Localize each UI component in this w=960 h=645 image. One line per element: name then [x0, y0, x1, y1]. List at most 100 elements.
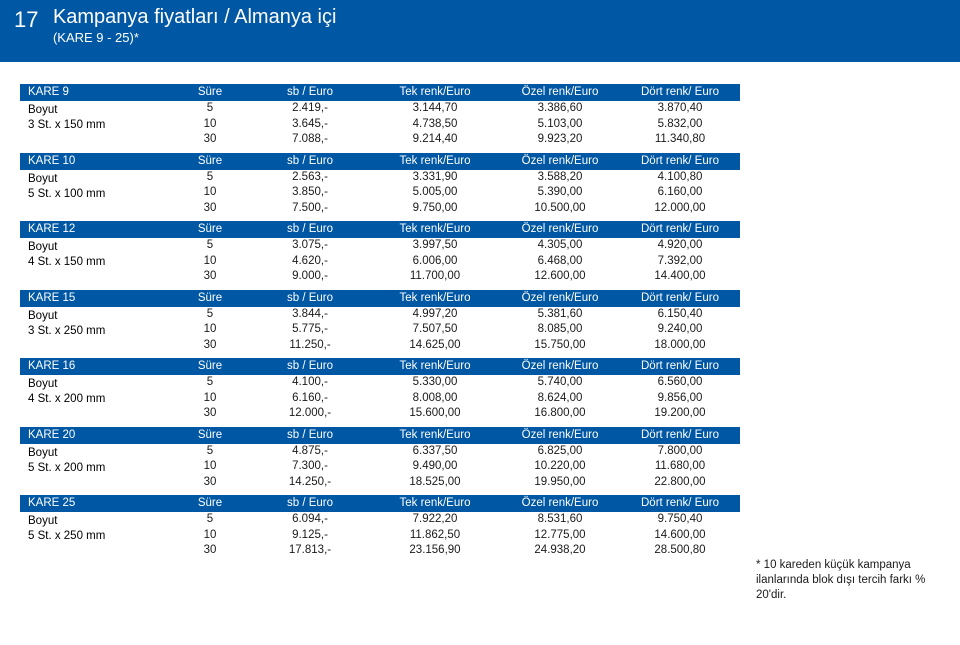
boyut-label: Boyut — [28, 103, 170, 118]
block-body: Boyut5 St. x 200 mm54.875,-6.337,506.825… — [20, 444, 740, 491]
cell-sb: 3.645,- — [250, 117, 370, 133]
cell-sure: 30 — [170, 406, 250, 422]
cell-sure: 5 — [170, 101, 250, 117]
col-sure: Süre — [170, 290, 250, 307]
cell-tek: 4.997,20 — [370, 307, 500, 323]
table-row: 307.088,-9.214,409.923,2011.340,80 — [170, 132, 740, 148]
size-label: Boyut5 St. x 100 mm — [20, 170, 170, 217]
cell-dort: 22.800,00 — [620, 475, 740, 491]
cell-tek: 23.156,90 — [370, 543, 500, 559]
cell-sb: 17.813,- — [250, 543, 370, 559]
cell-tek: 3.331,90 — [370, 170, 500, 186]
cell-ozel: 5.740,00 — [500, 375, 620, 391]
table-row: 107.300,-9.490,0010.220,0011.680,00 — [170, 459, 740, 475]
col-sb: sb / Euro — [250, 153, 370, 170]
size-value: 3 St. x 250 mm — [28, 324, 170, 339]
size-value: 3 St. x 150 mm — [28, 118, 170, 133]
boyut-label: Boyut — [28, 309, 170, 324]
cell-ozel: 3.386,60 — [500, 101, 620, 117]
col-ozel: Özel renk/Euro — [500, 84, 620, 101]
block-name: KARE 10 — [20, 153, 170, 170]
cell-sb: 5.775,- — [250, 322, 370, 338]
cell-sure: 5 — [170, 444, 250, 460]
size-value: 4 St. x 200 mm — [28, 392, 170, 407]
col-sb: sb / Euro — [250, 427, 370, 444]
cell-dort: 11.680,00 — [620, 459, 740, 475]
cell-ozel: 8.085,00 — [500, 322, 620, 338]
col-sb: sb / Euro — [250, 84, 370, 101]
cell-ozel: 9.923,20 — [500, 132, 620, 148]
col-tek: Tek renk/Euro — [370, 358, 500, 375]
cell-ozel: 10.500,00 — [500, 201, 620, 217]
table-row: 105.775,-7.507,508.085,009.240,00 — [170, 322, 740, 338]
size-value: 5 St. x 100 mm — [28, 187, 170, 202]
size-label: Boyut3 St. x 150 mm — [20, 101, 170, 148]
cell-sb: 6.094,- — [250, 512, 370, 528]
size-value: 4 St. x 150 mm — [28, 255, 170, 270]
cell-sb: 12.000,- — [250, 406, 370, 422]
page-title: Kampanya fiyatları / Almanya içi — [53, 6, 336, 28]
cell-sb: 4.620,- — [250, 254, 370, 270]
table-row: 309.000,-11.700,0012.600,0014.400,00 — [170, 269, 740, 285]
cell-sb: 7.500,- — [250, 201, 370, 217]
table-row: 53.075,-3.997,504.305,004.920,00 — [170, 238, 740, 254]
page-subtitle: (KARE 9 - 25)* — [53, 30, 336, 45]
col-tek: Tek renk/Euro — [370, 290, 500, 307]
cell-sb: 2.563,- — [250, 170, 370, 186]
size-label: Boyut5 St. x 200 mm — [20, 444, 170, 491]
cell-dort: 18.000,00 — [620, 338, 740, 354]
block-body: Boyut4 St. x 150 mm53.075,-3.997,504.305… — [20, 238, 740, 285]
data-rows: 54.875,-6.337,506.825,007.800,00107.300,… — [170, 444, 740, 491]
cell-sb: 2.419,- — [250, 101, 370, 117]
cell-dort: 19.200,00 — [620, 406, 740, 422]
block-name: KARE 16 — [20, 358, 170, 375]
cell-tek: 8.008,00 — [370, 391, 500, 407]
table-row: 54.100,-5.330,005.740,006.560,00 — [170, 375, 740, 391]
cell-tek: 9.750,00 — [370, 201, 500, 217]
cell-dort: 14.400,00 — [620, 269, 740, 285]
cell-ozel: 12.775,00 — [500, 528, 620, 544]
cell-dort: 12.000,00 — [620, 201, 740, 217]
cell-sure: 30 — [170, 543, 250, 559]
table-row: 103.645,-4.738,505.103,005.832,00 — [170, 117, 740, 133]
cell-sb: 14.250,- — [250, 475, 370, 491]
cell-tek: 5.330,00 — [370, 375, 500, 391]
cell-dort: 4.100,80 — [620, 170, 740, 186]
cell-sure: 10 — [170, 185, 250, 201]
price-block: KARE 10Süresb / EuroTek renk/EuroÖzel re… — [20, 153, 740, 217]
cell-sure: 5 — [170, 307, 250, 323]
cell-tek: 6.006,00 — [370, 254, 500, 270]
cell-tek: 14.625,00 — [370, 338, 500, 354]
table-row: 307.500,-9.750,0010.500,0012.000,00 — [170, 201, 740, 217]
cell-dort: 9.856,00 — [620, 391, 740, 407]
cell-sure: 30 — [170, 269, 250, 285]
cell-sb: 9.125,- — [250, 528, 370, 544]
block-name: KARE 9 — [20, 84, 170, 101]
price-block: KARE 12Süresb / EuroTek renk/EuroÖzel re… — [20, 221, 740, 285]
cell-sb: 3.844,- — [250, 307, 370, 323]
cell-sb: 6.160,- — [250, 391, 370, 407]
cell-dort: 6.150,40 — [620, 307, 740, 323]
table-header-row: KARE 20Süresb / EuroTek renk/EuroÖzel re… — [20, 427, 740, 444]
data-rows: 52.419,-3.144,703.386,603.870,40103.645,… — [170, 101, 740, 148]
col-ozel: Özel renk/Euro — [500, 427, 620, 444]
cell-tek: 7.922,20 — [370, 512, 500, 528]
col-sure: Süre — [170, 153, 250, 170]
size-label: Boyut3 St. x 250 mm — [20, 307, 170, 354]
cell-sure: 10 — [170, 459, 250, 475]
cell-tek: 4.738,50 — [370, 117, 500, 133]
cell-tek: 6.337,50 — [370, 444, 500, 460]
cell-ozel: 12.600,00 — [500, 269, 620, 285]
cell-ozel: 5.103,00 — [500, 117, 620, 133]
col-dort: Dört renk/ Euro — [620, 84, 740, 101]
boyut-label: Boyut — [28, 514, 170, 529]
cell-dort: 7.392,00 — [620, 254, 740, 270]
cell-dort: 6.560,00 — [620, 375, 740, 391]
size-label: Boyut4 St. x 150 mm — [20, 238, 170, 285]
table-row: 3012.000,-15.600,0016.800,0019.200,00 — [170, 406, 740, 422]
block-body: Boyut4 St. x 200 mm54.100,-5.330,005.740… — [20, 375, 740, 422]
cell-sb: 11.250,- — [250, 338, 370, 354]
cell-dort: 3.870,40 — [620, 101, 740, 117]
cell-ozel: 10.220,00 — [500, 459, 620, 475]
cell-sure: 5 — [170, 238, 250, 254]
